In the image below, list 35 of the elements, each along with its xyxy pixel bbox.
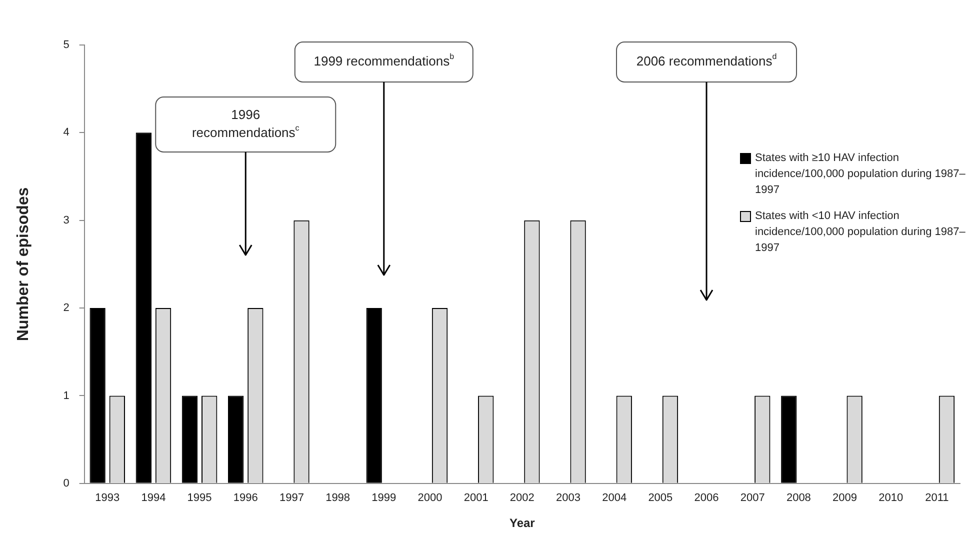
x-tick-label: 2005 <box>648 492 673 504</box>
x-tick-label: 2006 <box>694 492 719 504</box>
legend-label: States with ≥10 HAV infection incidence/100,000 population during 1987–1997 <box>755 151 966 198</box>
bar <box>136 132 152 483</box>
x-tick-label: 2009 <box>832 492 858 504</box>
x-tick-label: 2002 <box>510 492 534 504</box>
y-tick-label: 5 <box>63 39 70 52</box>
x-tick-label: 2011 <box>925 492 949 504</box>
x-tick-label: 1998 <box>326 492 350 504</box>
x-tick-label: 1997 <box>279 492 304 504</box>
y-tick-label: 0 <box>63 477 70 490</box>
x-tick-label: 2000 <box>418 492 442 504</box>
x-tick-label: 2003 <box>556 492 580 504</box>
x-tick-label: 1993 <box>95 492 120 504</box>
bar <box>182 396 198 483</box>
x-tick-label: 2010 <box>878 492 904 504</box>
y-tick-label: 3 <box>63 214 70 226</box>
x-tick-label: 1995 <box>187 492 212 504</box>
x-axis-title: Year <box>509 516 536 530</box>
bar <box>228 396 244 483</box>
y-tick-label: 2 <box>63 302 70 314</box>
x-tick-label: 2007 <box>740 492 765 504</box>
bar <box>90 308 106 483</box>
x-tick-label: 1999 <box>372 492 396 504</box>
bar <box>366 308 382 483</box>
x-tick-label: 2001 <box>464 492 488 504</box>
legend-label: States with <10 HAV infection incidence/100,000 population during 1987–1997 <box>755 209 966 256</box>
x-tick-label: 2004 <box>602 492 627 504</box>
y-tick-label: 1 <box>63 390 70 402</box>
bar <box>781 396 797 483</box>
x-tick-label: 1994 <box>141 492 166 504</box>
x-tick-label: 1996 <box>233 492 258 504</box>
y-tick-label: 4 <box>63 126 70 139</box>
x-tick-label: 2008 <box>786 492 811 504</box>
y-axis-title: Number of episodes <box>15 187 32 342</box>
